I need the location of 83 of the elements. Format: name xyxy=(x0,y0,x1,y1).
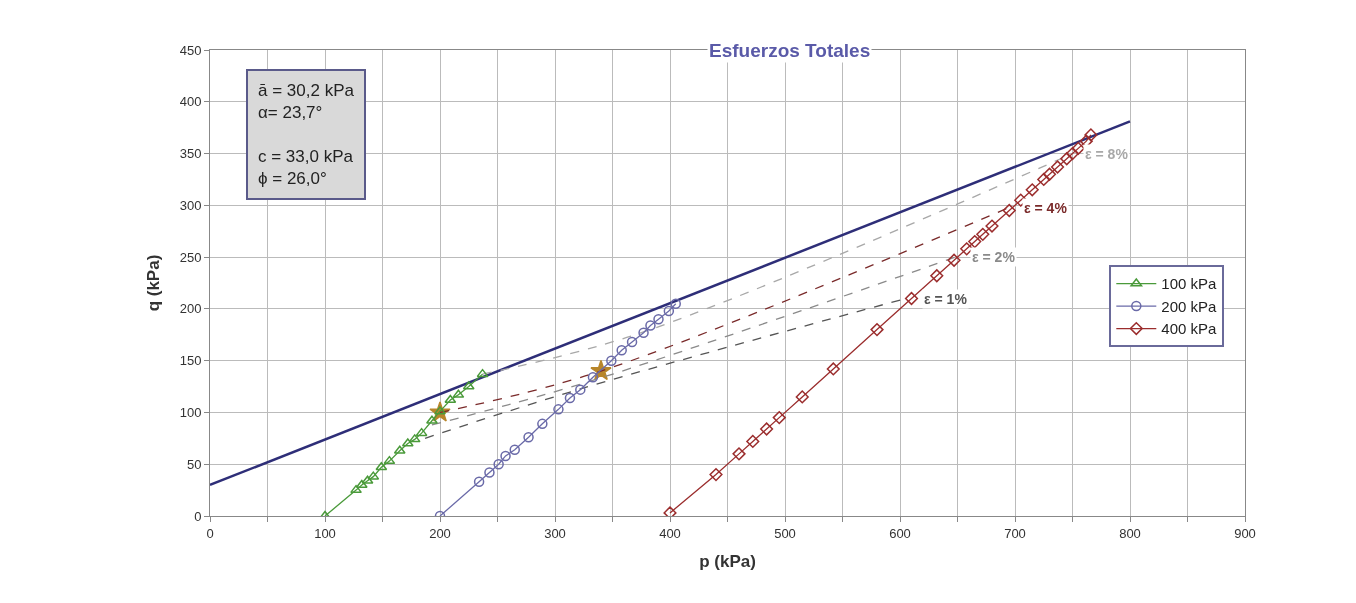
point xyxy=(732,447,746,461)
point xyxy=(564,392,576,404)
y-tick-label: 300 xyxy=(179,197,202,213)
x-tick-label: 700 xyxy=(1004,525,1026,541)
point xyxy=(976,227,990,241)
chart-title: Esfuerzos Totales xyxy=(709,40,871,61)
annotation: ε = 4% xyxy=(1024,200,1068,216)
x-tick-label: 300 xyxy=(544,525,566,541)
point xyxy=(930,269,944,283)
x-tick-label: 600 xyxy=(889,525,911,541)
point xyxy=(1014,193,1028,207)
legend-label: 400 kPa xyxy=(1161,320,1217,338)
legend-label: 200 kPa xyxy=(1161,297,1217,315)
legend-label: 100 kPa xyxy=(1161,275,1217,293)
point xyxy=(645,320,656,331)
point xyxy=(476,368,489,378)
point xyxy=(947,253,961,267)
point xyxy=(1037,172,1051,187)
point xyxy=(1071,141,1085,155)
y-tick-label: 450 xyxy=(179,42,202,58)
point xyxy=(537,418,548,430)
y-tick-label: 50 xyxy=(186,456,202,472)
y-tick-label: 250 xyxy=(179,249,202,265)
point xyxy=(870,323,884,337)
point xyxy=(587,371,599,383)
point xyxy=(760,422,774,436)
point xyxy=(709,467,723,482)
point xyxy=(426,415,438,424)
x-tick-label: 900 xyxy=(1234,525,1256,541)
annotation: ε = 1% xyxy=(924,291,968,307)
point xyxy=(1084,128,1098,142)
point xyxy=(904,291,919,306)
point xyxy=(493,458,504,470)
point xyxy=(626,336,638,348)
point xyxy=(795,390,809,404)
point xyxy=(1050,160,1065,174)
point xyxy=(415,427,428,437)
point xyxy=(606,355,617,366)
point xyxy=(509,444,520,455)
x-tick-label: 800 xyxy=(1119,525,1141,541)
text: ā = 30,2 kPa α= 23,7° c = 33,0 kPa ϕ = 26,0° xyxy=(258,81,354,189)
point xyxy=(350,484,362,494)
point xyxy=(500,450,511,462)
y-tick-label: 400 xyxy=(179,94,202,110)
y-tick-label: 100 xyxy=(179,404,202,420)
annotation: ε = 8% xyxy=(1085,146,1129,162)
y-axis-title: q (kPa) xyxy=(144,254,164,312)
point xyxy=(484,467,495,478)
point xyxy=(473,476,485,488)
y-tick-label: 200 xyxy=(179,301,202,317)
point xyxy=(575,384,586,395)
point xyxy=(653,313,664,325)
x-tick-label: 0 xyxy=(206,525,214,541)
point xyxy=(1002,203,1016,218)
point xyxy=(1025,183,1039,197)
point xyxy=(826,362,840,376)
point xyxy=(1060,152,1074,166)
point xyxy=(638,327,649,338)
point xyxy=(960,242,974,256)
point xyxy=(1079,134,1093,148)
point xyxy=(663,506,677,516)
x-tick-label: 400 xyxy=(659,525,681,541)
point xyxy=(772,411,786,425)
y-tick-label: 150 xyxy=(179,353,202,369)
y-tick-label: 0 xyxy=(194,508,202,524)
point xyxy=(670,298,681,309)
annotation: ε = 2% xyxy=(972,249,1016,265)
point xyxy=(663,305,675,317)
point xyxy=(523,432,534,443)
point xyxy=(968,234,982,249)
x-axis-title: p (kPa) xyxy=(699,552,756,571)
point xyxy=(444,394,457,404)
point xyxy=(553,404,564,415)
x-tick-label: 200 xyxy=(429,525,451,541)
y-tick-label: 350 xyxy=(179,146,202,162)
point xyxy=(1065,146,1080,161)
point xyxy=(616,345,627,356)
point xyxy=(985,219,999,233)
x-tick-label: 100 xyxy=(314,525,336,541)
point xyxy=(746,434,760,449)
point xyxy=(383,455,396,465)
x-tick-label: 500 xyxy=(774,525,796,541)
point xyxy=(1042,167,1057,181)
